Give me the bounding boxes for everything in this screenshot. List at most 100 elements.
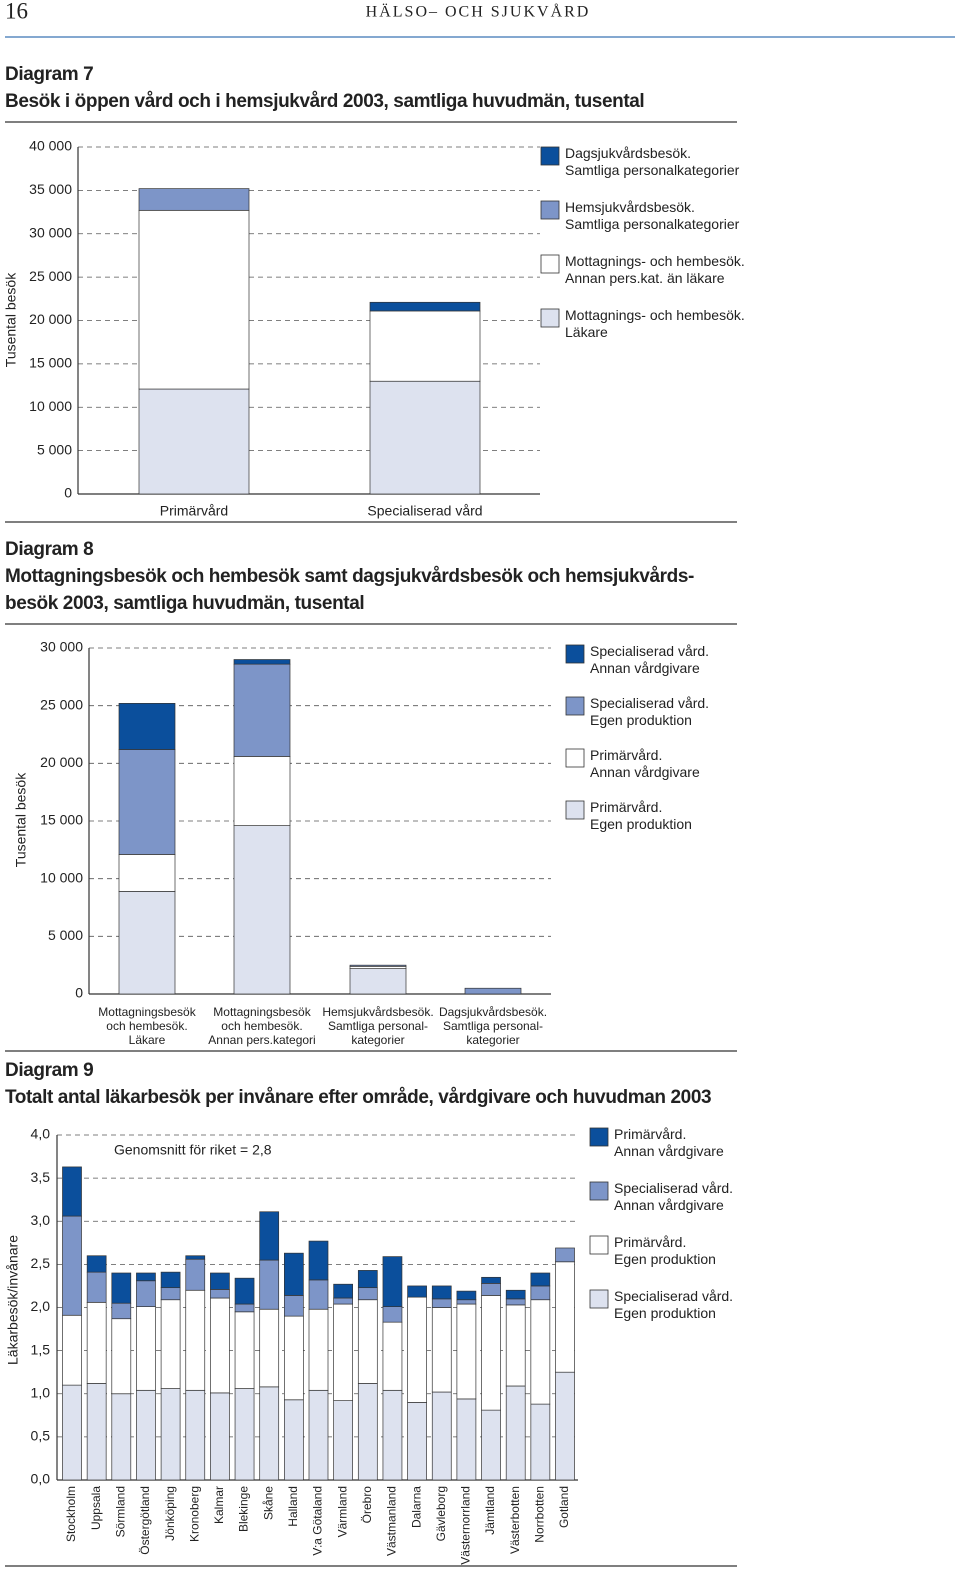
bar-segment: [357, 1287, 378, 1301]
bar-segment: [185, 1255, 206, 1260]
y-tick-label: 1,5: [31, 1341, 51, 1357]
legend-swatch: [540, 254, 560, 274]
legend-label: Dagsjukvårdsbesök. Samtliga personalkateg…: [565, 145, 740, 178]
y-tick-label: 5 000: [48, 927, 83, 943]
legend-label: Specialiserad vård. Egen produktion: [614, 1288, 733, 1321]
bar-segment: [308, 1389, 329, 1481]
bar-segment: [333, 1297, 353, 1305]
x-tick-label: Örebro: [360, 1486, 374, 1524]
bar-segment: [407, 1285, 427, 1298]
y-tick-label: 20 000: [29, 311, 72, 327]
y-axis-label: Tusental besök: [13, 772, 29, 867]
y-tick-label: 0,5: [31, 1428, 51, 1444]
bar-segment: [456, 1290, 477, 1301]
bar-segment: [505, 1298, 526, 1306]
bar-segment: [431, 1307, 452, 1393]
bar-segment: [86, 1271, 107, 1303]
legend-swatch: [589, 1235, 609, 1255]
bar-segment: [86, 1383, 107, 1481]
bar-segment: [136, 1280, 156, 1307]
bar-segment: [357, 1270, 378, 1289]
bar-segment: [505, 1289, 526, 1300]
bar-segment: [118, 854, 176, 892]
bar-segment: [456, 1299, 477, 1305]
y-axis-label: Läkarbesök/invånare: [5, 1235, 21, 1365]
bar-segment: [369, 380, 481, 495]
legend-swatch: [565, 644, 585, 664]
legend-swatch: [589, 1127, 609, 1147]
bar-segment: [284, 1315, 304, 1401]
x-tick-label: Specialiserad vård: [367, 503, 482, 519]
bar-segment: [407, 1296, 427, 1403]
x-tick-label: Blekinge: [237, 1486, 251, 1532]
legend-swatch: [565, 696, 585, 716]
y-tick-label: 20 000: [40, 754, 83, 770]
bar-segment: [86, 1301, 107, 1384]
bar-segment: [369, 301, 481, 312]
bar-segment: [481, 1276, 501, 1284]
bar-segment: [284, 1399, 304, 1481]
bar-segment: [431, 1298, 452, 1308]
bar-segment: [555, 1371, 575, 1481]
bar-segment: [234, 1388, 255, 1481]
legend-label: Specialiserad vård. Annan vårdgivare: [614, 1180, 733, 1213]
bar-segment: [481, 1282, 501, 1296]
bar-segment: [333, 1283, 353, 1299]
chart-label: Diagram 7: [5, 64, 93, 85]
bar-segment: [62, 1166, 82, 1217]
bar-segment: [456, 1398, 477, 1481]
bar-segment: [530, 1272, 551, 1287]
y-tick-label: 15 000: [29, 355, 72, 371]
running-title: HÄLSO– OCH SJUKVÅRD: [366, 3, 591, 21]
chart-title: Besök i öppen vård och i hemsjukvård 200…: [5, 91, 644, 112]
y-tick-label: 30 000: [29, 224, 72, 240]
y-tick-label: 3,5: [31, 1169, 51, 1185]
bar-segment: [86, 1255, 107, 1273]
bar-segment: [259, 1386, 280, 1481]
bar-segment: [118, 703, 176, 750]
bar-segment: [382, 1306, 403, 1323]
bar-segment: [138, 388, 250, 495]
y-tick-label: 0: [64, 485, 72, 501]
bar-segment: [138, 209, 250, 390]
legend-label: Mottagnings- och hembesök. Annan pers.kat…: [565, 253, 745, 286]
bar-segment: [382, 1321, 403, 1391]
bar-segment: [530, 1285, 551, 1301]
chart-title: Totalt antal läkarbesök per invånare eft…: [5, 1087, 711, 1108]
bar-segment: [210, 1392, 230, 1481]
y-axis-label: Tusental besök: [3, 272, 19, 367]
bar-segment: [136, 1272, 156, 1282]
bar-segment: [259, 1211, 280, 1261]
bar-segment: [555, 1261, 575, 1373]
x-tick-label: Värmland: [335, 1486, 349, 1537]
x-tick-label: Sörmland: [113, 1486, 127, 1537]
bar-segment: [308, 1308, 329, 1391]
legend-swatch: [540, 200, 560, 220]
x-tick-label: Norrbotten: [533, 1486, 547, 1543]
bar-segment: [111, 1318, 132, 1395]
chart-label: Diagram 9: [5, 1060, 93, 1081]
y-tick-label: 3,0: [31, 1212, 51, 1228]
x-tick-label: Kalmar: [212, 1486, 226, 1524]
x-tick-label: Dalarna: [409, 1486, 423, 1528]
bar-segment: [308, 1240, 329, 1281]
bar-segment: [357, 1299, 378, 1384]
chart-label: Diagram 8: [5, 539, 93, 560]
bar-segment: [160, 1271, 181, 1289]
bar-segment: [284, 1252, 304, 1296]
legend-label: Primärvård. Annan vårdgivare: [590, 747, 700, 780]
bar-segment: [160, 1299, 181, 1389]
x-tick-label: Skåne: [261, 1486, 275, 1520]
page-number: 16: [5, 0, 28, 23]
annotation: Genomsnitt för riket = 2,8: [114, 1142, 272, 1158]
bar-segment: [505, 1304, 526, 1387]
bar-segment: [505, 1385, 526, 1481]
x-tick-label: Mottagningsbesök och hembesök. Läkare: [98, 1005, 196, 1047]
bar-segment: [456, 1303, 477, 1400]
bar-segment: [382, 1389, 403, 1481]
bar-segment: [233, 663, 291, 757]
x-tick-label: Kronoberg: [187, 1486, 201, 1542]
bar-segment: [481, 1295, 501, 1411]
x-tick-label: Östergötland: [138, 1486, 152, 1555]
